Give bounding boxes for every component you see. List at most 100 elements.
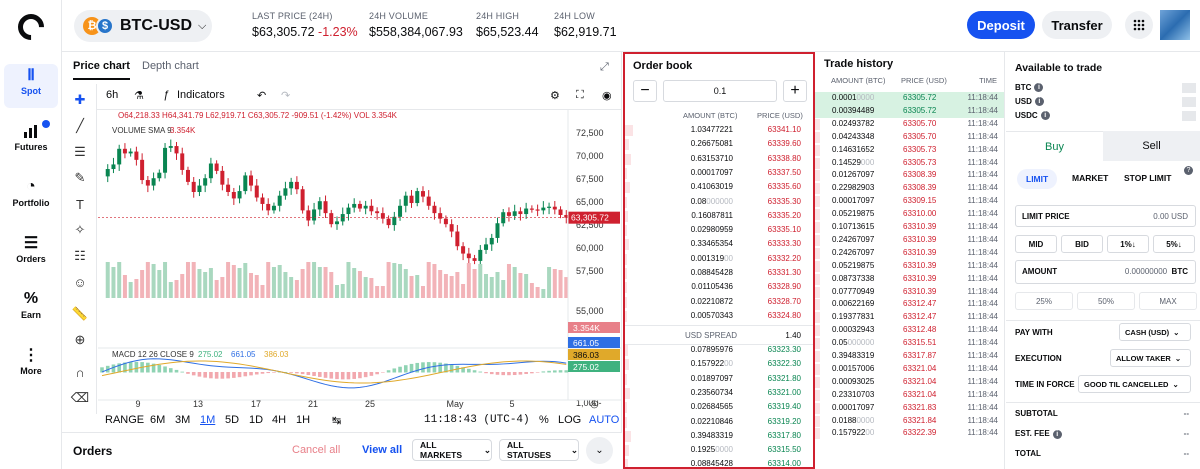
settings-icon[interactable]: ⚙ [550,90,560,102]
expand-icon[interactable]: ⤢ [600,61,609,73]
markets-select[interactable]: ALL MARKETS ⌄ [412,439,492,461]
pct-50-button[interactable]: 50% [1077,292,1135,310]
pay-with-select[interactable]: CASH (USD) ⌄ [1119,323,1191,341]
bid-row[interactable]: 0.15792200 63322.30 [625,358,813,371]
amount-input[interactable]: AMOUNT 0.00000000 BTC [1015,260,1196,284]
fullscreen-icon[interactable]: ⛶ [576,89,584,101]
date-range-icon[interactable]: ↹ [332,415,342,427]
nav-spot[interactable]: Ⅱ Spot [4,64,58,108]
ask-row[interactable]: 0.02980959 63335.10 [625,224,813,237]
tab-depth-chart[interactable]: Depth chart [142,60,199,72]
view-all-link[interactable]: View all [362,444,403,456]
info-icon[interactable]: i [1052,430,1062,439]
nav-portfolio[interactable]: ◔ Portfolio [4,176,58,220]
decrease-step-button[interactable]: − [633,80,657,102]
range-4h[interactable]: 4H [272,414,287,426]
coinbase-logo[interactable] [12,8,50,46]
range-1d[interactable]: 1D [249,414,264,426]
statuses-select[interactable]: ALL STATUSES ⌄ [499,439,579,461]
bid-row[interactable]: 0.01897097 63321.80 [625,373,813,386]
tab-price-chart[interactable]: Price chart [73,60,130,80]
ask-row[interactable]: 0.00131900 63332.20 [625,253,813,266]
undo-icon[interactable]: ↶ [257,90,267,102]
bid-row[interactable]: 0.39483319 63317.80 [625,430,813,443]
bid-row[interactable]: 0.08845428 63314.00 [625,458,813,467]
ask-row[interactable]: 0.26675081 63339.60 [625,138,813,151]
nav-more[interactable]: ⋮ More [4,344,58,388]
deposit-button[interactable]: Deposit [967,11,1035,39]
increase-step-button[interactable]: + [783,80,807,102]
info-icon[interactable]: i [1034,97,1044,106]
percent-toggle[interactable]: % [539,414,549,426]
ask-row[interactable]: 0.02210872 63328.70 [625,296,813,309]
amount-unit[interactable]: BTC [1171,267,1188,276]
order-type-stop-limit[interactable]: STOP LIMIT [1124,173,1172,183]
ruler-icon[interactable]: 📏 [71,306,89,321]
trendline-icon[interactable]: ╱ [76,118,84,133]
range-6m[interactable]: 6M [150,414,166,426]
redo-icon[interactable]: ↷ [281,90,291,102]
ask-row[interactable]: 0.00017097 63337.50 [625,167,813,180]
bid-row[interactable]: 0.23560734 63321.00 [625,387,813,400]
ask-row[interactable]: 0.08000000 63335.30 [625,196,813,209]
fib-icon[interactable]: ☷ [74,248,86,263]
execution-select[interactable]: ALLOW TAKER ⌄ [1110,349,1191,367]
order-type-market[interactable]: MARKET [1072,173,1109,183]
help-icon[interactable]: ? [1184,166,1193,175]
ask-row[interactable]: 1.03477221 63341.10 [625,124,813,137]
bid-row[interactable]: 0.19250000 63315.50 [625,444,813,457]
nav-earn[interactable]: % Earn [4,288,58,332]
step-value[interactable]: 0.1 [663,80,777,102]
nav-futures[interactable]: Futures [4,120,58,164]
log-toggle[interactable]: LOG [558,414,582,426]
price-chart[interactable]: 72,500 70,000 67,500 65,000 62,500 60,000 57,5… [98,110,622,410]
text-icon[interactable]: T [76,196,84,212]
auto-toggle[interactable]: AUTO [589,414,620,426]
pct-25-button[interactable]: 25% [1015,292,1073,310]
function-icon[interactable]: ƒ [163,89,170,101]
magnet-icon[interactable]: ∩ [75,364,85,380]
bid-row[interactable]: 0.02210846 63319.20 [625,416,813,429]
pattern-icon[interactable]: ✧ [74,222,86,237]
camera-icon[interactable]: ◉ [602,90,612,102]
candle-type-icon[interactable]: ⚗ [134,90,144,102]
ask-row[interactable]: 0.00570343 63324.80 [625,310,813,323]
ask-row[interactable]: 0.33465354 63333.30 [625,238,813,251]
range-3m[interactable]: 3M [175,414,191,426]
interval-select[interactable]: 6h [106,89,119,101]
ask-row[interactable]: 0.63153710 63338.80 [625,153,813,166]
tif-select[interactable]: GOOD TIL CANCELLED ⌄ [1078,375,1191,393]
cancel-all-button[interactable]: Cancel all [292,444,341,456]
avatar[interactable] [1160,10,1190,40]
brush-icon[interactable]: ✎ [74,170,86,185]
sell-tab[interactable]: Sell [1103,131,1200,161]
pair-selector[interactable]: ₿ $ BTC-USD ⌵ [74,10,212,42]
emoji-icon[interactable]: ☺ [73,274,87,290]
minus-5pct-button[interactable]: 5%↓ [1153,235,1195,253]
ask-row[interactable]: 0.41063019 63335.60 [625,181,813,194]
apps-grid-icon[interactable] [1125,11,1153,39]
order-type-limit[interactable]: LIMIT [1017,169,1058,189]
ask-row[interactable]: 0.08845428 63331.30 [625,267,813,280]
range-5d[interactable]: 5D [225,414,240,426]
bid-row[interactable]: 0.07895976 63323.30 [625,344,813,357]
collapse-button[interactable]: ⌄ [586,437,613,464]
nav-orders[interactable]: ☰ Orders [4,232,58,276]
ask-row[interactable]: 0.16087811 63335.20 [625,210,813,223]
horizontal-lines-icon[interactable]: ☰ [74,144,86,159]
range-1h[interactable]: 1H [296,414,311,426]
limit-price-input[interactable]: LIMIT PRICE 0.00 USD [1015,205,1196,227]
transfer-button[interactable]: Transfer [1042,11,1112,39]
info-icon[interactable]: i [1034,83,1044,92]
bid-row[interactable]: 0.02684565 63319.40 [625,401,813,414]
crosshair-icon[interactable]: ✚ [74,92,86,107]
ask-row[interactable]: 0.01105436 63328.90 [625,281,813,294]
range-1m[interactable]: 1M [200,414,216,426]
info-icon[interactable]: i [1040,111,1050,120]
indicators-button[interactable]: Indicators [177,89,225,101]
minus-1pct-button[interactable]: 1%↓ [1107,235,1149,253]
max-button[interactable]: MAX [1139,292,1197,310]
mid-button[interactable]: MID [1015,235,1057,253]
zoom-in-icon[interactable]: ⊕ [74,332,86,347]
eraser-icon[interactable]: ⌫ [70,390,90,405]
